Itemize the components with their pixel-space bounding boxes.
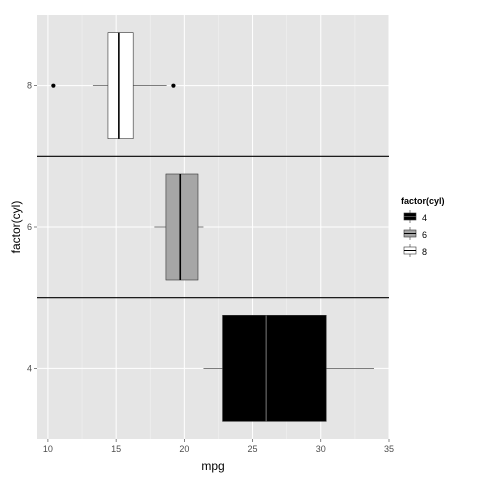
- x-axis-ticks: 10 15 20 25 30 35: [43, 439, 394, 454]
- y-tick-label: 6: [27, 222, 32, 232]
- x-tick-label: 10: [43, 444, 53, 454]
- legend-entry-8: 8: [403, 244, 427, 257]
- y-tick-label: 8: [27, 81, 32, 91]
- legend-label: 6: [422, 230, 427, 240]
- legend-title: factor(cyl): [401, 196, 445, 206]
- legend-entry-6: 6: [403, 227, 427, 240]
- outlier-point: [171, 83, 176, 88]
- x-tick-label: 20: [179, 444, 189, 454]
- y-axis-ticks: 4 6 8: [27, 81, 37, 373]
- legend-label: 8: [422, 247, 427, 257]
- box-4: [203, 315, 374, 422]
- legend: factor(cyl) 4 6 8: [401, 196, 445, 257]
- box-iqr: [165, 173, 199, 281]
- y-tick-label: 4: [27, 363, 32, 373]
- x-tick-label: 15: [111, 444, 121, 454]
- box-iqr: [222, 315, 327, 422]
- y-axis-title: factor(cyl): [9, 201, 23, 254]
- category-separators: [37, 155, 389, 299]
- x-tick-label: 30: [316, 444, 326, 454]
- x-tick-label: 25: [248, 444, 258, 454]
- outlier-point: [51, 83, 56, 88]
- box-6: [154, 173, 204, 281]
- box-8: [51, 32, 176, 139]
- x-tick-label: 35: [384, 444, 394, 454]
- legend-label: 4: [422, 213, 427, 223]
- box-iqr: [107, 32, 134, 139]
- x-axis-title: mpg: [201, 459, 224, 473]
- legend-entry-4: 4: [403, 210, 427, 223]
- boxes: [51, 32, 374, 422]
